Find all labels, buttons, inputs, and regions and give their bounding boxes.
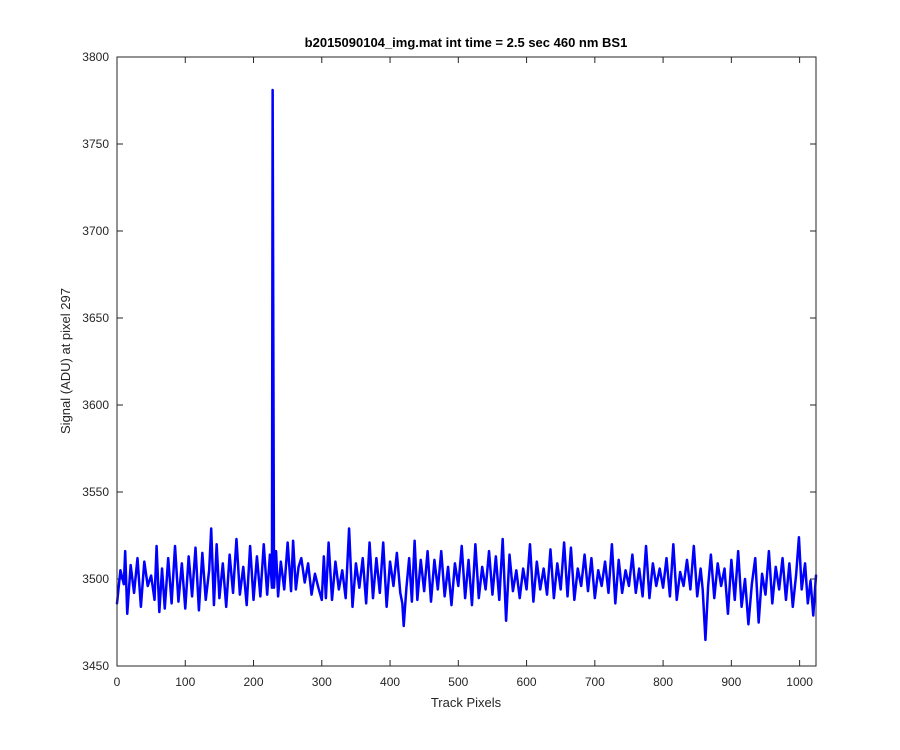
axis-ticks: 0 100 200 300 400 500 600 700 800 900 1000 3450 3500… [82,50,816,689]
y-tick-label: 3650 [82,311,109,325]
series-line-0 [115,88,818,642]
y-tick-label: 3550 [82,485,109,499]
x-tick-label: 900 [721,675,741,689]
y-tick-label: 3800 [82,50,109,64]
x-tick-label: 700 [585,675,605,689]
chart-title: b2015090104_img.mat int time = 2.5 sec 4… [305,35,628,50]
x-tick-label: 800 [653,675,673,689]
y-tick-label: 3600 [82,398,109,412]
plot-area [117,57,816,666]
series-layer [115,88,818,642]
y-axis-label: Signal (ADU) at pixel 297 [58,288,73,434]
y-tick-label: 3700 [82,224,109,238]
x-tick-label: 400 [380,675,400,689]
x-tick-label: 200 [244,675,264,689]
y-tick-label: 3750 [82,137,109,151]
x-tick-label: 600 [517,675,537,689]
x-tick-label: 1000 [786,675,813,689]
x-tick-label: 500 [448,675,468,689]
x-tick-label: 100 [175,675,195,689]
y-tick-label: 3450 [82,659,109,673]
x-tick-label: 0 [114,675,121,689]
y-tick-label: 3500 [82,572,109,586]
x-axis-label: Track Pixels [431,695,502,710]
x-tick-label: 300 [312,675,332,689]
plot-frame [116,56,817,667]
